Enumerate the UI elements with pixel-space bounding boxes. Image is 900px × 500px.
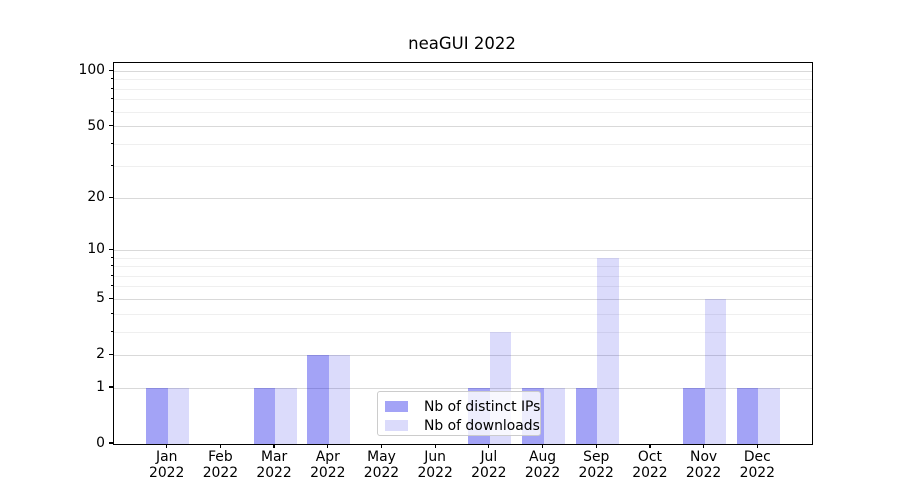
tick-mark bbox=[108, 196, 113, 198]
gridline-major bbox=[114, 298, 812, 300]
bar-0-0 bbox=[146, 388, 168, 444]
tick-mark bbox=[108, 386, 113, 388]
tick-mark bbox=[108, 124, 113, 127]
tick-mark bbox=[756, 444, 758, 448]
tick-mark bbox=[108, 69, 113, 71]
gridline-major bbox=[114, 126, 812, 128]
y-tick-label: 2 bbox=[96, 346, 105, 363]
bar-0-11 bbox=[736, 388, 759, 444]
gridline-minor bbox=[114, 111, 812, 113]
x-tick-label: Oct 2022 bbox=[632, 449, 668, 481]
gridline-minor bbox=[114, 99, 812, 101]
gridline-minor bbox=[114, 166, 812, 168]
tick-mark bbox=[110, 142, 113, 144]
bar-1-10 bbox=[704, 299, 727, 444]
gridline-major bbox=[114, 387, 812, 389]
x-tick-label: Sep 2022 bbox=[578, 449, 614, 481]
gridline-major bbox=[114, 354, 812, 356]
x-tick-label: May 2022 bbox=[363, 449, 400, 481]
bar-0-2 bbox=[253, 388, 276, 444]
tick-mark bbox=[110, 265, 113, 267]
legend-swatch-icon bbox=[385, 401, 408, 412]
tick-mark bbox=[108, 297, 113, 299]
tick-mark bbox=[649, 444, 651, 448]
legend-entry: Nb of distinct IPs bbox=[378, 397, 540, 416]
tick-mark bbox=[110, 98, 113, 100]
y-tick-label: 10 bbox=[87, 241, 105, 258]
tick-mark bbox=[110, 330, 113, 332]
bar-0-3 bbox=[307, 355, 329, 444]
legend-swatch-icon bbox=[385, 420, 408, 431]
tick-mark bbox=[703, 444, 705, 448]
tick-mark bbox=[166, 444, 168, 448]
tick-mark bbox=[595, 444, 597, 448]
y-tick-label: 1 bbox=[96, 379, 105, 396]
tick-mark bbox=[434, 444, 436, 448]
y-tick-label: 20 bbox=[87, 189, 105, 206]
bar-0-10 bbox=[683, 388, 705, 444]
x-tick-label: Dec 2022 bbox=[739, 449, 775, 481]
bar-1-8 bbox=[597, 258, 619, 444]
bar-1-0 bbox=[167, 388, 190, 444]
tick-mark bbox=[108, 353, 113, 355]
chart-title: neaGUI 2022 bbox=[408, 34, 516, 53]
gridline-minor bbox=[114, 143, 812, 145]
gridline-major bbox=[114, 249, 812, 251]
tick-mark bbox=[219, 444, 221, 448]
y-tick-label: 50 bbox=[87, 117, 105, 134]
bar-1-3 bbox=[328, 355, 351, 444]
tick-mark bbox=[488, 444, 490, 448]
bar-1-7 bbox=[543, 388, 566, 444]
x-tick-label: Apr 2022 bbox=[310, 449, 346, 481]
legend-entry: Nb of downloads bbox=[378, 416, 540, 435]
gridline-minor bbox=[114, 313, 812, 315]
y-tick-label: 5 bbox=[96, 290, 105, 307]
bar-1-2 bbox=[275, 388, 297, 444]
gridline-major bbox=[114, 70, 812, 72]
gridline-major bbox=[114, 197, 812, 199]
x-tick-label: Jul 2022 bbox=[471, 449, 507, 481]
tick-mark bbox=[110, 110, 113, 112]
x-tick-label: Jun 2022 bbox=[417, 449, 453, 481]
tick-mark bbox=[110, 87, 113, 89]
tick-mark bbox=[110, 274, 113, 276]
gridline-minor bbox=[114, 257, 812, 259]
tick-mark bbox=[110, 285, 113, 287]
y-tick-label: 0 bbox=[96, 435, 105, 451]
tick-mark bbox=[273, 444, 275, 448]
gridline-minor bbox=[114, 79, 812, 81]
plot-area bbox=[113, 62, 813, 445]
tick-mark bbox=[110, 165, 113, 167]
gridline-minor bbox=[114, 88, 812, 90]
tick-mark bbox=[108, 248, 113, 250]
x-tick-label: Nov 2022 bbox=[685, 449, 722, 481]
x-tick-label: Mar 2022 bbox=[256, 449, 292, 481]
gridline-minor bbox=[114, 275, 812, 277]
tick-mark bbox=[327, 444, 329, 448]
bar-1-11 bbox=[758, 388, 780, 444]
gridline-minor bbox=[114, 331, 812, 333]
gridline-minor bbox=[114, 266, 812, 268]
tick-mark bbox=[110, 256, 113, 258]
tick-mark bbox=[541, 444, 544, 448]
legend-label: Nb of downloads bbox=[424, 417, 540, 434]
bar-0-8 bbox=[575, 388, 598, 444]
x-tick-label: Jan 2022 bbox=[149, 449, 185, 481]
legend: Nb of distinct IPs Nb of downloads bbox=[377, 391, 541, 436]
tick-mark bbox=[110, 78, 113, 80]
x-tick-label: Aug 2022 bbox=[524, 449, 561, 481]
gridline-minor bbox=[114, 286, 812, 288]
y-tick-label: 100 bbox=[78, 62, 105, 79]
tick-mark bbox=[110, 312, 113, 314]
tick-mark bbox=[108, 442, 113, 444]
x-tick-label: Feb 2022 bbox=[202, 449, 239, 481]
tick-mark bbox=[380, 444, 383, 448]
legend-label: Nb of distinct IPs bbox=[424, 398, 541, 415]
